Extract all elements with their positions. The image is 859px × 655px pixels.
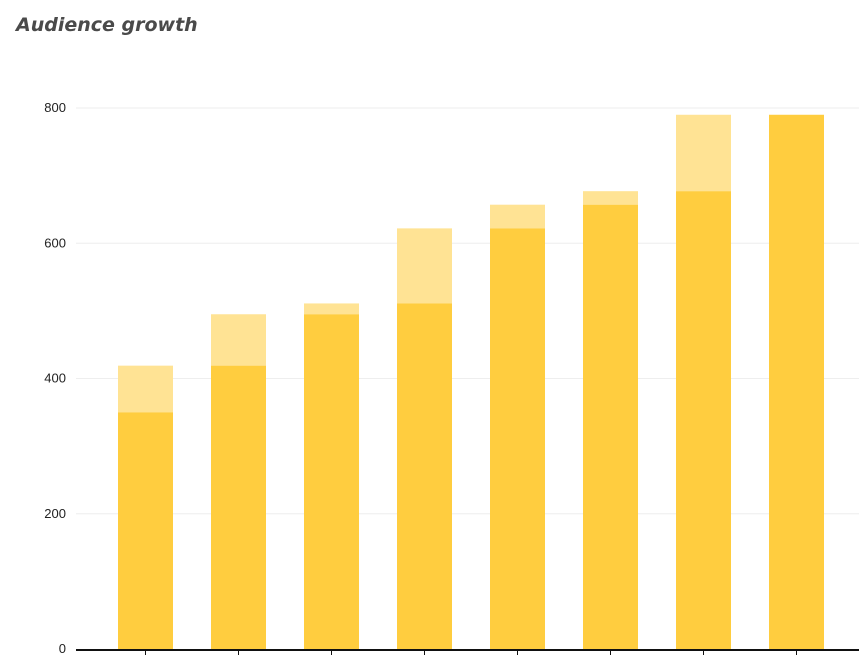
- bar-base-segment: [583, 204, 638, 650]
- chart-title: Audience growth: [16, 14, 198, 36]
- bar-growth-segment: [397, 228, 452, 304]
- bar-growth-segment: [211, 314, 266, 366]
- bar-growth-segment: [304, 303, 359, 315]
- bar-base-segment: [118, 412, 173, 649]
- x-axis: [76, 649, 859, 655]
- bar-growth-segment: [676, 114, 731, 192]
- bars: [118, 114, 824, 650]
- bar-growth-segment: [118, 365, 173, 413]
- y-tick-label: 400: [44, 371, 66, 386]
- bar-base-segment: [769, 114, 824, 649]
- bar-base-segment: [676, 191, 731, 649]
- y-tick-label: 800: [44, 100, 66, 115]
- bar-growth-segment: [490, 204, 545, 229]
- y-tick-label: 0: [59, 641, 66, 655]
- bar-growth-segment: [583, 191, 638, 205]
- y-axis-tick-labels: 0 200 400 600 800: [44, 100, 66, 655]
- bar-base-segment: [211, 365, 266, 649]
- bar-base-segment: [397, 303, 452, 649]
- bar-base-segment: [490, 228, 545, 649]
- bar-base-segment: [304, 314, 359, 649]
- y-tick-label: 200: [44, 506, 66, 521]
- gridlines: [76, 107, 859, 515]
- y-tick-label: 600: [44, 235, 66, 250]
